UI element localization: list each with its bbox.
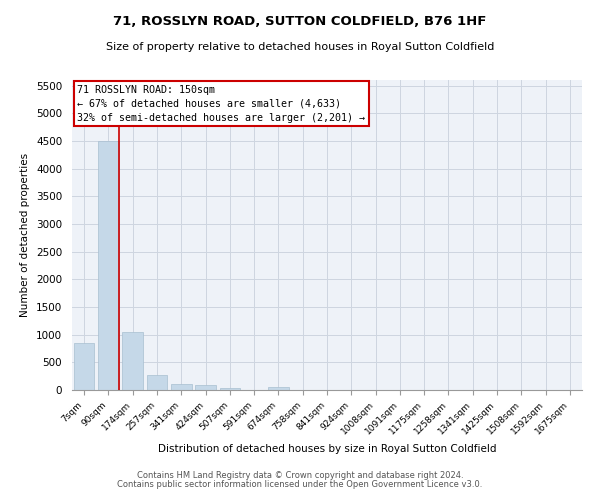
Bar <box>220 388 240 390</box>
Text: 71, ROSSLYN ROAD, SUTTON COLDFIELD, B76 1HF: 71, ROSSLYN ROAD, SUTTON COLDFIELD, B76 … <box>113 15 487 28</box>
Bar <box>268 386 289 390</box>
Bar <box>74 343 94 390</box>
X-axis label: Distribution of detached houses by size in Royal Sutton Coldfield: Distribution of detached houses by size … <box>158 444 496 454</box>
Text: Contains HM Land Registry data © Crown copyright and database right 2024.: Contains HM Land Registry data © Crown c… <box>137 471 463 480</box>
Bar <box>98 141 119 390</box>
Text: Size of property relative to detached houses in Royal Sutton Coldfield: Size of property relative to detached ho… <box>106 42 494 52</box>
Bar <box>122 332 143 390</box>
Text: 71 ROSSLYN ROAD: 150sqm
← 67% of detached houses are smaller (4,633)
32% of semi: 71 ROSSLYN ROAD: 150sqm ← 67% of detache… <box>77 84 365 122</box>
Bar <box>146 374 167 390</box>
Text: Contains public sector information licensed under the Open Government Licence v3: Contains public sector information licen… <box>118 480 482 489</box>
Bar <box>171 384 191 390</box>
Y-axis label: Number of detached properties: Number of detached properties <box>20 153 31 317</box>
Bar <box>195 386 216 390</box>
